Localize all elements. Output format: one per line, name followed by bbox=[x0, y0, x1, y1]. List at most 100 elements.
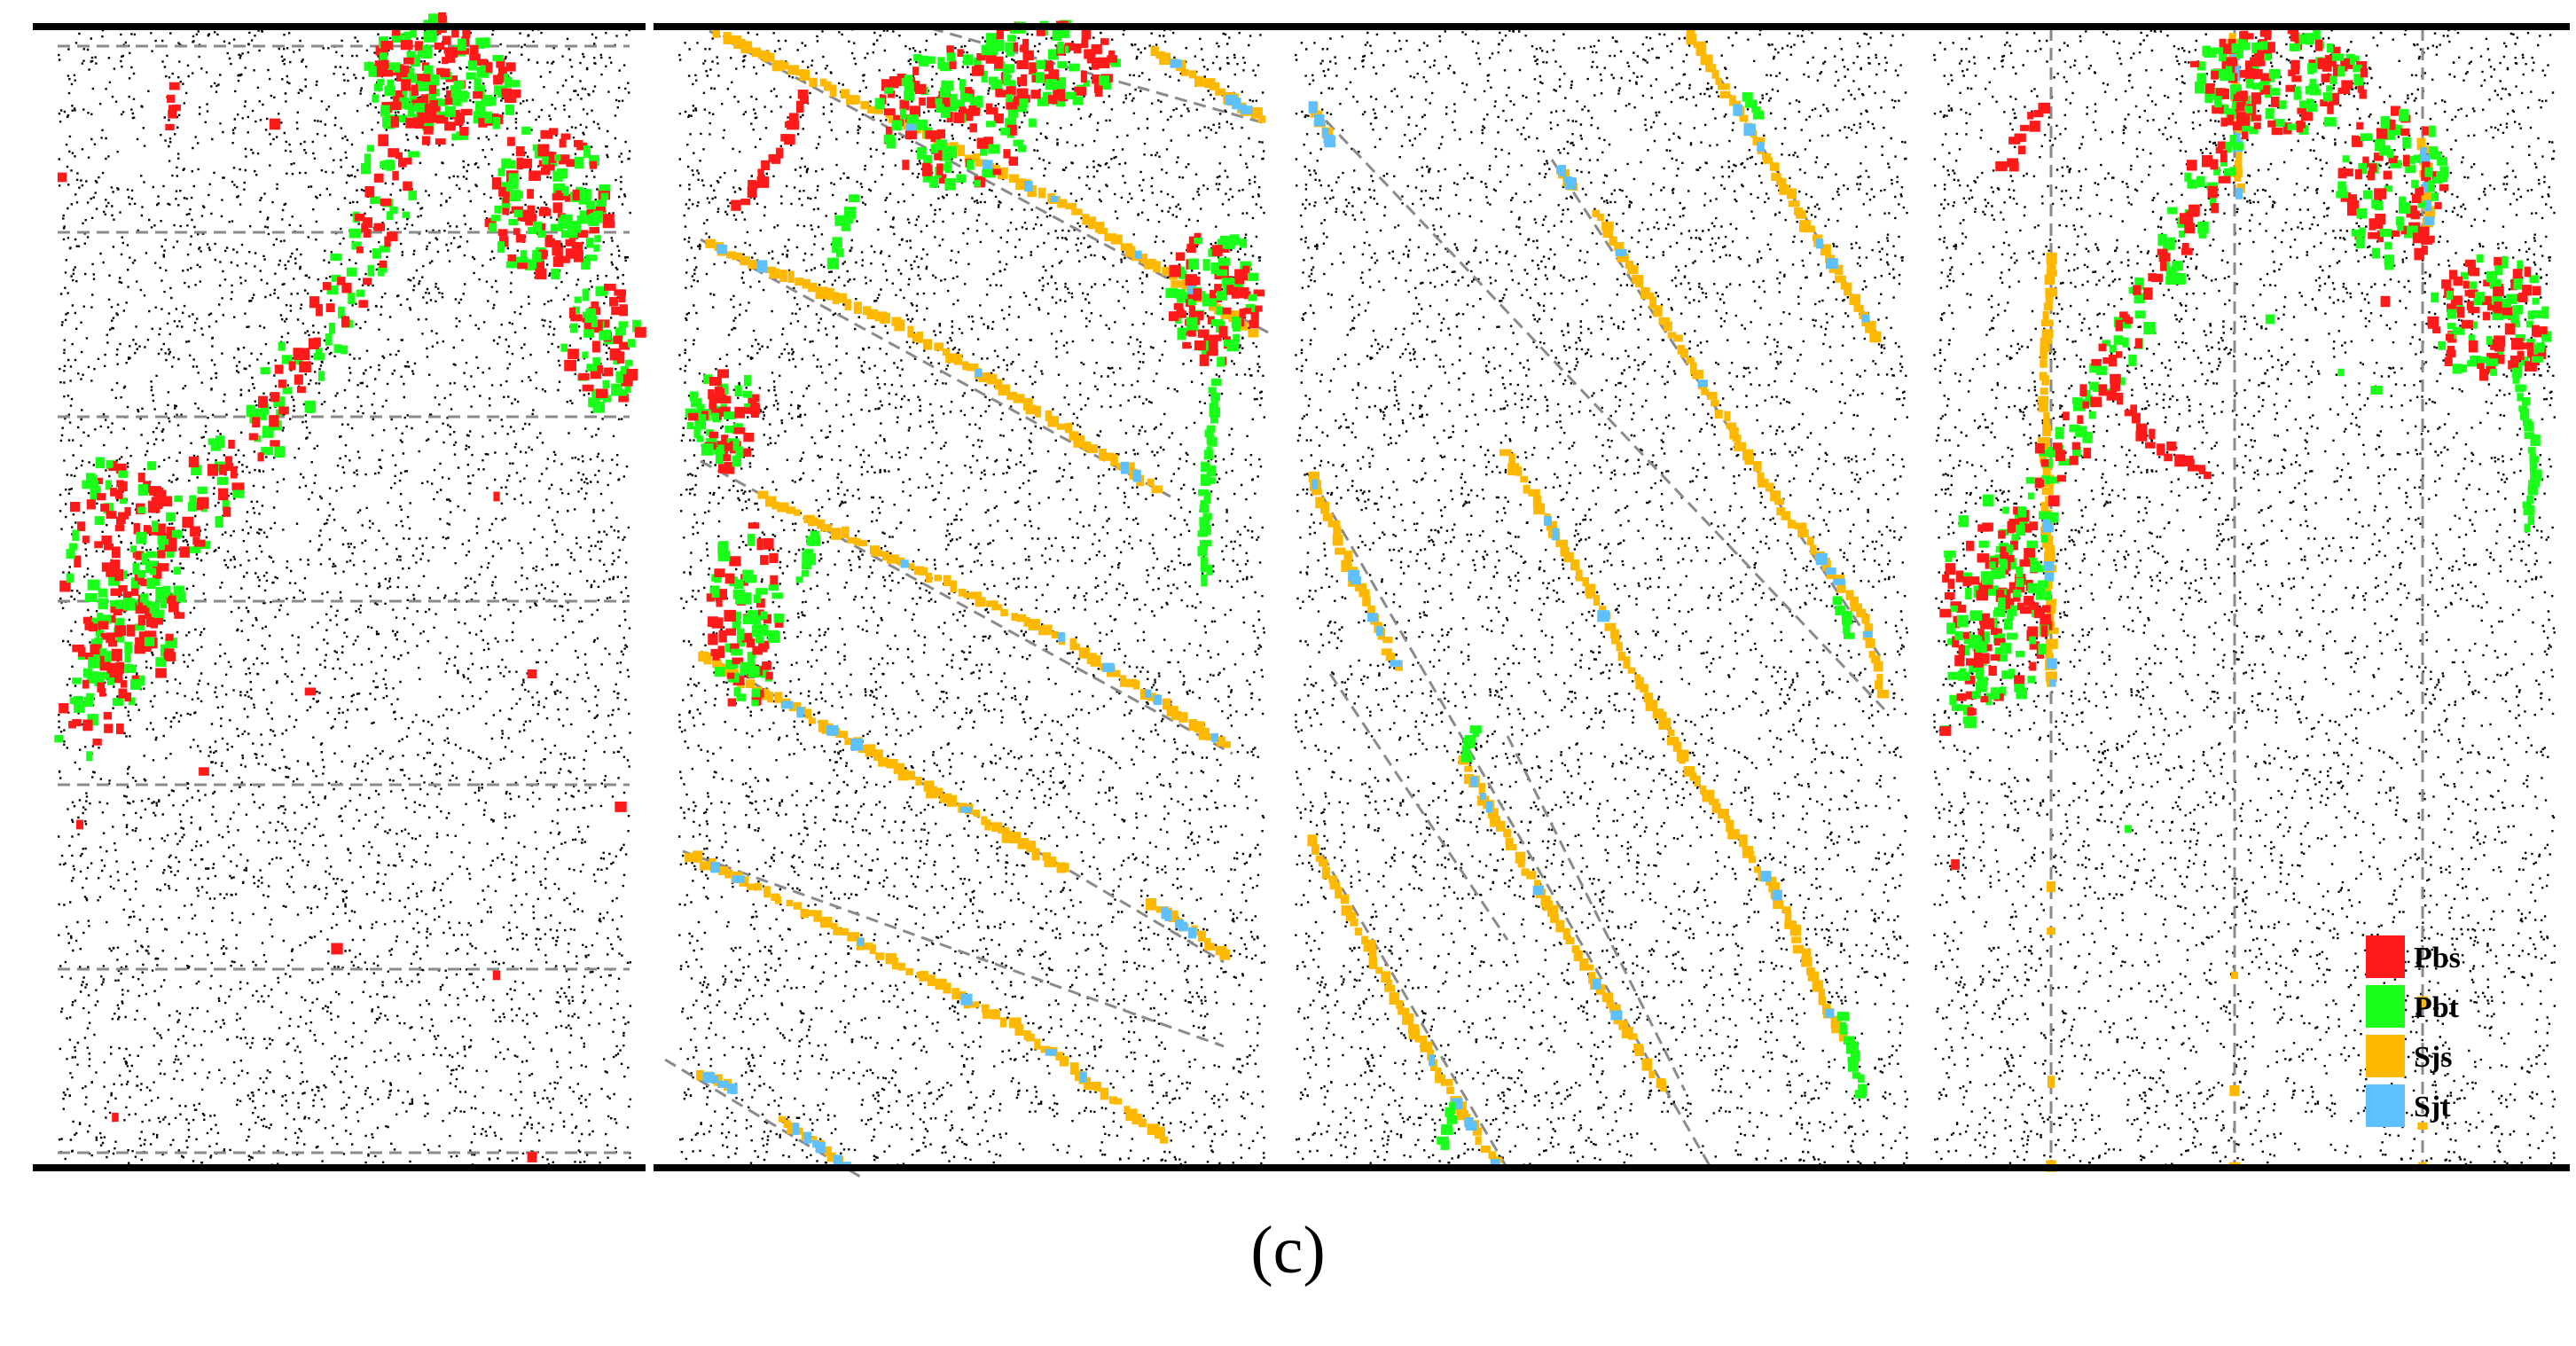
crack-cluster-p4 bbox=[2414, 247, 2424, 261]
sheared-joint-p3 bbox=[1634, 1045, 1644, 1056]
sheared-joint-p2 bbox=[925, 573, 933, 583]
sheared-joint-p4 bbox=[2038, 403, 2048, 412]
sheared-joint-p4 bbox=[2048, 679, 2056, 687]
sheared-joint-p2 bbox=[1071, 208, 1083, 215]
crack-cluster-p1 bbox=[599, 329, 611, 340]
sheared-joint-p3 bbox=[1362, 596, 1371, 606]
sheared-joint-p2 bbox=[817, 519, 826, 528]
crack-cluster-p1 bbox=[494, 205, 502, 214]
sheared-joint-p2 bbox=[1188, 719, 1197, 732]
crack-band-p4 bbox=[1962, 716, 1971, 724]
sheared-joint-p2 bbox=[723, 32, 732, 44]
crack-cluster-p1 bbox=[428, 84, 437, 94]
sheared-joint-p2 bbox=[888, 116, 895, 123]
crack-cluster-p4 bbox=[1987, 618, 1994, 630]
crack-band-p4 bbox=[2079, 384, 2087, 396]
crack-cluster-p4 bbox=[2431, 170, 2439, 182]
crack-cluster-p1 bbox=[106, 460, 114, 468]
crack-cluster-p4 bbox=[2361, 133, 2373, 141]
sheared-joint-p3 bbox=[1787, 188, 1797, 200]
crack-cluster-p2 bbox=[1013, 139, 1024, 146]
crack-cluster-p2 bbox=[718, 388, 725, 397]
sheared-joint-p3 bbox=[1680, 348, 1688, 358]
sheared-joint-p2 bbox=[1108, 1096, 1118, 1105]
sheared-joint-p2 bbox=[786, 900, 794, 907]
sheared-joint-p2 bbox=[763, 886, 771, 898]
sheared-joint-p2 bbox=[824, 1146, 832, 1155]
sheared-joint-p2 bbox=[1219, 949, 1231, 960]
crack-cluster-p2 bbox=[965, 94, 974, 103]
sheared-joint-p2 bbox=[819, 916, 833, 928]
sheared-joint-p2 bbox=[727, 1083, 737, 1094]
crack-cluster-p2 bbox=[718, 630, 727, 643]
crack-cluster-p4 bbox=[1990, 653, 2001, 661]
crack-cluster-p4 bbox=[1996, 589, 2005, 600]
crack-cluster-p1 bbox=[585, 238, 594, 248]
sheared-joint-p2 bbox=[967, 1001, 980, 1008]
sheared-joint-p2 bbox=[1232, 98, 1241, 110]
crack-cluster-p1 bbox=[59, 580, 71, 592]
crack-cluster-p2 bbox=[1233, 319, 1241, 332]
crack-cluster-p1 bbox=[90, 617, 103, 628]
crack-short-p2 bbox=[806, 536, 814, 545]
sheared-joint-p3 bbox=[1452, 1099, 1460, 1106]
sheared-joint-p3 bbox=[1602, 227, 1613, 238]
crack-band-p1 bbox=[258, 395, 268, 408]
crack-cluster-p2 bbox=[1091, 57, 1100, 70]
crack-cluster-p1 bbox=[458, 48, 470, 55]
crack-band-p1 bbox=[378, 134, 389, 146]
sheared-joint-p2 bbox=[958, 145, 965, 157]
crack-cluster-p4 bbox=[2253, 122, 2261, 129]
sheared-joint-p4 bbox=[2042, 516, 2053, 527]
sheared-joint-p3 bbox=[1604, 622, 1617, 631]
sheared-joint-p3 bbox=[1715, 77, 1722, 85]
crack-cluster-p2 bbox=[913, 54, 921, 62]
crack-cluster-p1 bbox=[540, 129, 553, 139]
crack-cluster-p4 bbox=[2254, 53, 2262, 65]
crack-cluster-p1 bbox=[161, 496, 173, 507]
crack-cluster-p2 bbox=[1224, 239, 1235, 249]
crack-cluster-p4 bbox=[1952, 636, 1960, 648]
crack-cluster-p1 bbox=[544, 234, 552, 247]
sheared-joint-p3 bbox=[1440, 1078, 1453, 1086]
crack-vertical-p2 bbox=[1197, 530, 1209, 537]
crack-cluster-p4 bbox=[2494, 265, 2503, 276]
sheared-joint-p3 bbox=[1838, 1033, 1848, 1042]
sheared-joint-p2 bbox=[847, 932, 860, 942]
sheared-joint-p3 bbox=[1876, 689, 1890, 699]
crack-cluster-p1 bbox=[163, 590, 170, 599]
crack-band-p4 bbox=[1954, 654, 1965, 667]
crack-cluster-p1 bbox=[155, 668, 167, 678]
crack-band-p4 bbox=[2229, 84, 2242, 92]
sheared-joint-p2 bbox=[1168, 910, 1178, 922]
crack-cluster-p1 bbox=[571, 242, 583, 252]
crack-cluster-p2 bbox=[1187, 293, 1195, 302]
crack-band-p4 bbox=[2000, 546, 2008, 560]
crack-cluster-p4 bbox=[2357, 82, 2364, 93]
crack-cluster-p1 bbox=[140, 593, 149, 603]
crack-band-p4 bbox=[1967, 707, 1975, 716]
crack-cluster-p4 bbox=[2477, 356, 2489, 364]
sheared-joint-p3 bbox=[1815, 239, 1824, 249]
sheared-joint-p3 bbox=[1340, 894, 1350, 904]
crack-band-p1 bbox=[293, 348, 302, 360]
sheared-joint-p2 bbox=[1114, 1098, 1123, 1105]
sheared-joint-p2 bbox=[850, 95, 861, 104]
crack-cluster-p4 bbox=[2506, 293, 2517, 304]
sheared-joint-p2 bbox=[1110, 234, 1123, 245]
crack-cluster-p2 bbox=[729, 556, 741, 567]
crack-isolated-p1 bbox=[304, 687, 317, 696]
crack-cluster-p1 bbox=[554, 154, 561, 161]
crack-cluster-p4 bbox=[2236, 47, 2243, 59]
sheared-joint-p3 bbox=[1327, 520, 1341, 528]
crack-band-p1 bbox=[216, 477, 228, 485]
sheared-joint-p4 bbox=[2229, 1084, 2240, 1097]
crack-cluster-p1 bbox=[585, 254, 598, 262]
sheared-joint-p3 bbox=[1381, 971, 1391, 983]
sheared-joint-p3 bbox=[1521, 868, 1530, 876]
crack-cluster-p1 bbox=[380, 59, 389, 69]
crack-cluster-p4 bbox=[2225, 64, 2233, 74]
crack-cluster-p1 bbox=[475, 100, 486, 113]
crack-cluster-p4 bbox=[1977, 553, 1989, 563]
crack-cluster-p1 bbox=[94, 637, 103, 648]
